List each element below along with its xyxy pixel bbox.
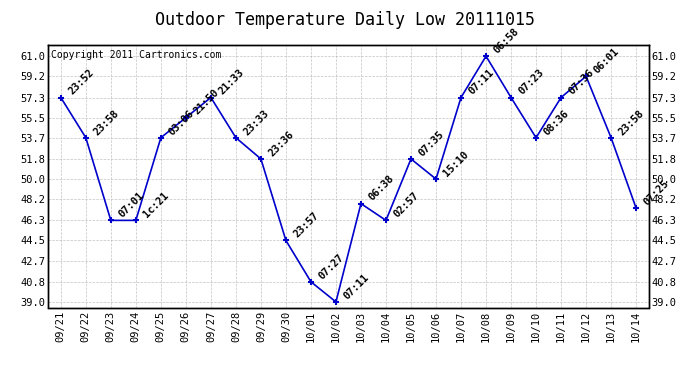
Text: 08:36: 08:36 [542,108,571,137]
Text: 23:33: 23:33 [241,108,270,137]
Text: 06:38: 06:38 [366,174,395,203]
Text: 06:01: 06:01 [591,46,621,75]
Text: 23:52: 23:52 [66,68,95,97]
Text: 15:10: 15:10 [442,149,471,178]
Text: 07:36: 07:36 [566,68,595,97]
Text: 07:01: 07:01 [117,190,146,220]
Text: 07:23: 07:23 [517,68,546,97]
Text: 21:50: 21:50 [191,88,221,117]
Text: 07:25: 07:25 [642,178,671,207]
Text: 07:27: 07:27 [317,252,346,281]
Text: 07:11: 07:11 [466,68,495,97]
Text: 07:11: 07:11 [342,272,371,301]
Text: 23:58: 23:58 [617,108,646,137]
Text: 23:36: 23:36 [266,129,295,158]
Text: 07:35: 07:35 [417,129,446,158]
Text: 06:58: 06:58 [491,26,521,56]
Text: 21:33: 21:33 [217,68,246,97]
Text: 23:58: 23:58 [91,108,121,137]
Text: 03:06: 03:06 [166,108,195,137]
Text: Copyright 2011 Cartronics.com: Copyright 2011 Cartronics.com [51,50,221,60]
Text: 23:57: 23:57 [291,210,321,240]
Text: Outdoor Temperature Daily Low 20111015: Outdoor Temperature Daily Low 20111015 [155,11,535,29]
Text: 02:57: 02:57 [391,190,421,220]
Text: 1c:21: 1c:21 [141,190,170,220]
